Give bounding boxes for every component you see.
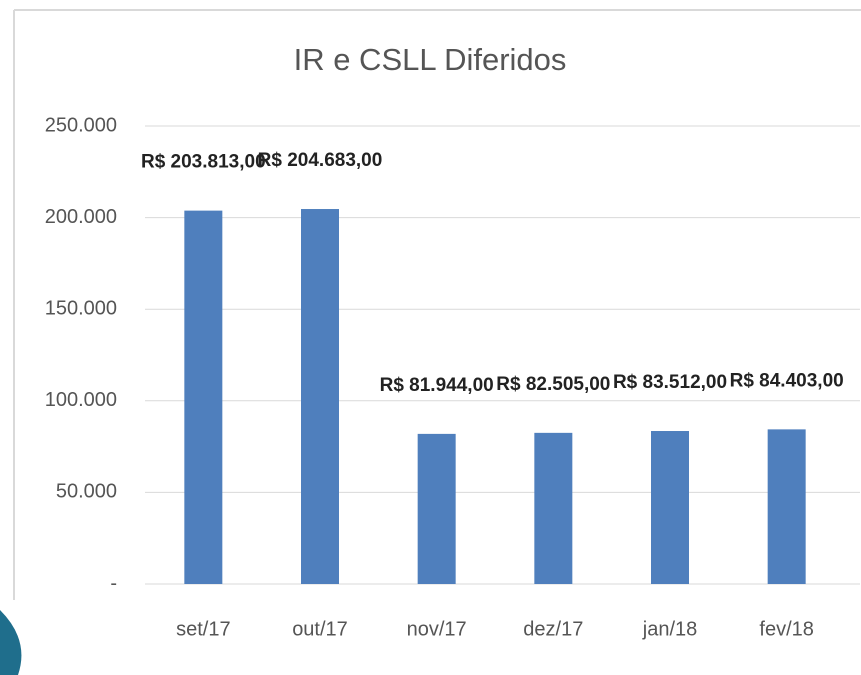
x-tick-label: dez/17 [523,618,583,640]
bar [184,211,222,584]
value-label: R$ 204.683,00 [258,150,383,171]
y-tick-label: 200.000 [45,206,117,228]
x-tick-label: jan/18 [642,618,698,640]
bar [768,429,806,584]
value-label: R$ 83.512,00 [613,372,727,393]
decoration [0,610,21,675]
y-tick-label: 50.000 [56,481,117,503]
bar [534,433,572,584]
chart: IR e CSLL Diferidos - 50.000 100.000 150.00… [0,0,861,675]
y-tick-label: 100.000 [45,389,117,411]
y-tick-label: - [110,572,117,594]
value-label: R$ 84.403,00 [730,370,844,391]
y-tick-label: 250.000 [45,114,117,136]
value-label: R$ 81.944,00 [380,375,494,396]
chart-title: IR e CSLL Diferidos [294,42,567,77]
x-tick-label: fev/18 [759,618,813,640]
bar [301,209,339,584]
y-tick-label: 150.000 [45,297,117,319]
bar [651,431,689,584]
page: IR e CSLL Diferidos - 50.000 100.000 150.00… [0,0,861,675]
value-label: R$ 203.813,00 [141,152,266,173]
x-tick-label: set/17 [176,618,230,640]
x-tick-label: out/17 [292,618,348,640]
value-label: R$ 82.505,00 [496,374,610,395]
x-tick-label: nov/17 [407,618,467,640]
bar [418,434,456,584]
